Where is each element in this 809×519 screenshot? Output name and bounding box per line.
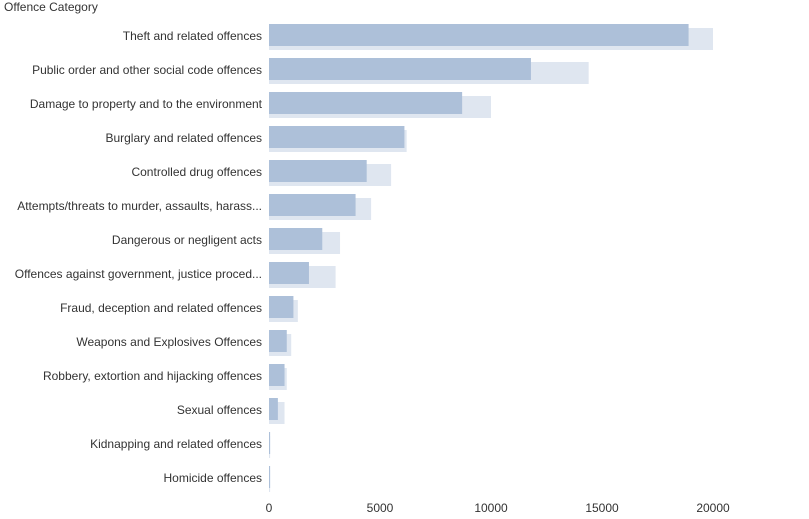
bar <box>269 126 405 148</box>
bar <box>269 330 287 352</box>
bar <box>269 194 356 216</box>
bar <box>269 296 294 318</box>
bar <box>269 160 367 182</box>
bar <box>269 398 278 420</box>
bar <box>269 262 309 284</box>
bar <box>269 228 323 250</box>
y-tick-label: Kidnapping and related offences <box>90 437 262 451</box>
y-tick-label: Controlled drug offences <box>131 165 262 179</box>
y-tick-label: Homicide offences <box>164 471 263 485</box>
x-tick-label: 0 <box>266 501 273 515</box>
y-tick-label: Theft and related offences <box>123 29 262 43</box>
y-tick-label: Weapons and Explosives Offences <box>76 335 262 349</box>
bar <box>269 364 285 386</box>
x-tick-label: 15000 <box>585 501 619 515</box>
y-tick-label: Dangerous or negligent acts <box>112 233 262 247</box>
bar <box>269 432 271 454</box>
axis-title: Offence Category <box>4 0 98 14</box>
y-tick-label: Fraud, deception and related offences <box>60 301 262 315</box>
y-tick-label: Attempts/threats to murder, assaults, ha… <box>17 199 262 213</box>
x-tick-label: 20000 <box>696 501 730 515</box>
y-tick-label: Damage to property and to the environmen… <box>30 97 263 111</box>
bar <box>269 466 271 488</box>
bar <box>269 92 463 114</box>
y-tick-label: Public order and other social code offen… <box>32 63 262 77</box>
x-tick-label: 10000 <box>474 501 508 515</box>
bar <box>269 24 689 46</box>
y-tick-label: Robbery, extortion and hijacking offence… <box>43 369 262 383</box>
y-tick-label: Sexual offences <box>177 403 262 417</box>
y-tick-label: Offences against government, justice pro… <box>15 267 262 281</box>
x-tick-label: 5000 <box>367 501 394 515</box>
y-tick-label: Burglary and related offences <box>105 131 262 145</box>
bar <box>269 58 531 80</box>
